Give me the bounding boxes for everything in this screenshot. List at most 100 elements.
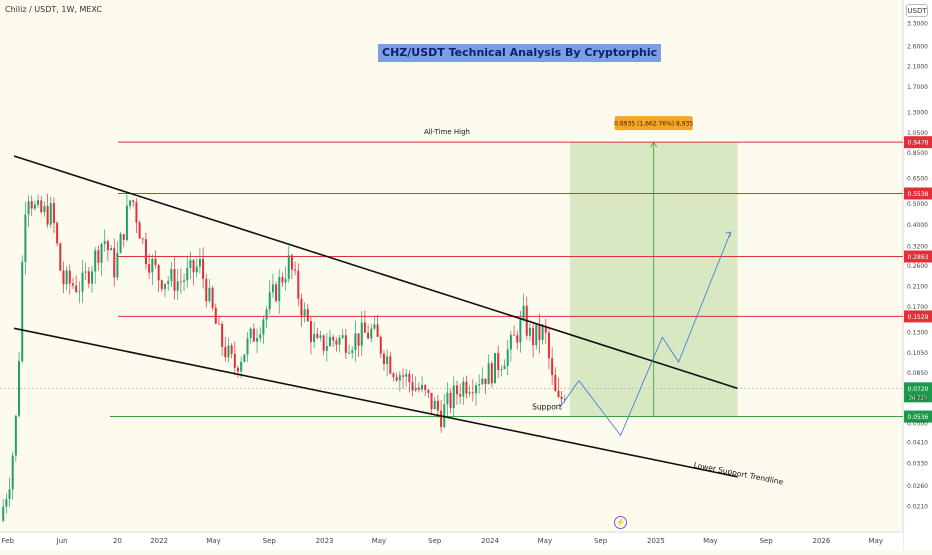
candle-body: [357, 333, 360, 346]
projection-path: [558, 231, 732, 437]
x-tick-label: 2024: [481, 537, 499, 545]
candle-body: [195, 266, 198, 273]
candle-body: [398, 375, 401, 381]
candle-body: [18, 361, 21, 416]
resistance-price-tag: [904, 187, 932, 200]
y-tick-label: 3.3000: [907, 21, 928, 28]
candle-body: [246, 338, 249, 355]
candle-body: [217, 323, 220, 325]
x-tick-label: 2026: [812, 537, 830, 545]
candle-body: [551, 358, 554, 376]
candle-body: [110, 248, 113, 251]
candle-body: [173, 269, 176, 291]
candle-body: [151, 258, 154, 273]
candle-body: [484, 378, 487, 385]
candle-body: [192, 260, 195, 273]
candle-body: [490, 363, 493, 384]
candle-body: [481, 378, 484, 385]
candle-body: [227, 345, 230, 358]
candle-body: [221, 323, 224, 347]
candle-body: [198, 259, 201, 267]
y-tick-label: 0.0330: [907, 460, 928, 467]
candle-body: [468, 392, 471, 394]
resistance-price-label: 0.5538: [908, 191, 929, 198]
candle-body: [125, 205, 128, 240]
candle-body: [513, 334, 516, 336]
y-tick-label: 1.7000: [907, 84, 928, 91]
candle-body: [408, 373, 411, 383]
candle-body: [46, 206, 49, 225]
candle-body: [183, 280, 186, 282]
support-price-label: 0.0536: [908, 414, 929, 421]
candle-body: [329, 337, 332, 347]
candle-body: [341, 335, 344, 338]
candle-body: [360, 322, 363, 346]
candle-body: [424, 385, 427, 391]
candle-body: [395, 376, 398, 381]
candle-body: [249, 328, 252, 339]
candle-body: [24, 214, 27, 262]
candle-body: [138, 222, 141, 239]
candle-body: [290, 255, 293, 270]
x-tick-label: May: [372, 537, 386, 545]
y-tick-label: 0.4000: [907, 222, 928, 229]
candle-body: [516, 335, 519, 343]
y-tick-label: 0.0850: [907, 370, 928, 377]
candle-body: [487, 363, 490, 385]
y-tick-label: 0.2100: [907, 284, 928, 291]
resistance-price-tag: [904, 136, 932, 149]
x-tick-label: Jun: [56, 537, 68, 545]
candle-body: [316, 333, 319, 338]
candle-body: [421, 385, 424, 390]
candle-body: [446, 392, 449, 405]
candle-body: [265, 309, 268, 320]
candle-body: [389, 356, 392, 374]
candle-body: [449, 392, 452, 409]
candle-body: [500, 369, 503, 370]
candle-body: [224, 346, 227, 358]
y-tick-label: 0.0260: [907, 483, 928, 490]
candle-body: [522, 305, 525, 319]
candle-body: [462, 381, 465, 397]
candle-body: [465, 381, 468, 394]
candle-body: [344, 335, 347, 353]
candle-body: [379, 336, 382, 354]
candle-body: [202, 259, 205, 279]
candle-body: [382, 353, 385, 364]
x-tick-label: May: [206, 537, 220, 545]
support-price-tag: [904, 410, 932, 423]
candle-body: [433, 400, 436, 410]
candle-body: [84, 271, 87, 273]
candle-body: [471, 392, 474, 394]
candle-body: [106, 241, 109, 251]
x-tick-label: Sep: [759, 537, 773, 545]
y-tick-label: 0.5000: [907, 201, 928, 208]
candle-body: [275, 284, 278, 301]
candle-body: [392, 373, 395, 377]
measure-label-box: [614, 116, 693, 131]
candle-body: [325, 346, 328, 351]
y-tick-label: 0.1300: [907, 329, 928, 336]
price-axis-area: [903, 0, 932, 550]
candle-body: [37, 200, 40, 205]
x-tick-label: 2022: [150, 537, 168, 545]
resistance-price-tag: [904, 250, 932, 263]
lightning-icon[interactable]: ⚡: [614, 516, 627, 529]
currency-button[interactable]: USDT: [906, 4, 928, 17]
candle-body: [170, 269, 173, 281]
candle-body: [294, 269, 297, 271]
candle-body: [21, 261, 24, 362]
candle-body: [414, 387, 417, 391]
candle-body: [363, 322, 366, 333]
y-tick-label: 1.3000: [907, 110, 928, 117]
candle-body: [236, 367, 239, 372]
candle-body: [544, 326, 547, 333]
candle-body: [75, 285, 78, 292]
y-tick-label: 0.0410: [907, 440, 928, 447]
candle-body: [122, 234, 125, 240]
candle-body: [455, 385, 458, 395]
current-price-tag: [904, 382, 932, 403]
candle-body: [5, 499, 8, 507]
